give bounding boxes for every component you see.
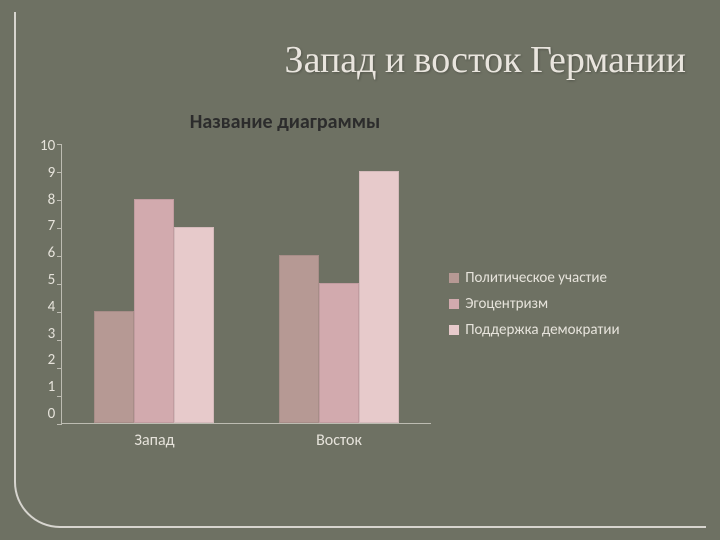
bar [319, 283, 359, 423]
y-tick [57, 312, 62, 313]
bar-groups [62, 144, 431, 423]
y-tick-label: 2 [48, 351, 56, 369]
legend-label: Эгоцентризм [465, 295, 548, 313]
bar [134, 199, 174, 423]
bar [174, 227, 214, 423]
y-tick [57, 424, 62, 425]
y-tick-label: 7 [48, 217, 56, 235]
y-tick-label: 10 [40, 137, 55, 155]
y-tick [57, 340, 62, 341]
y-tick [57, 144, 62, 145]
x-tick-label: Запад [62, 431, 247, 450]
legend: Политическое участие Эгоцентризм Поддержка… [449, 144, 619, 464]
y-tick-label: 8 [48, 191, 56, 209]
x-axis-labels: ЗападВосток [62, 431, 431, 450]
y-tick [57, 228, 62, 229]
y-tick [57, 172, 62, 173]
slide-title: Запад и восток Германии [285, 38, 686, 82]
legend-swatch [449, 325, 459, 335]
legend-item: Поддержка демократии [449, 321, 619, 339]
plot-area: ЗападВосток [61, 144, 431, 424]
legend-item: Политическое участие [449, 269, 619, 287]
x-tick-label: Восток [247, 431, 432, 450]
y-tick [57, 256, 62, 257]
y-axis: 109876543210 [40, 137, 61, 423]
chart-body: 109876543210 ЗападВосток Политическое уч… [40, 144, 680, 464]
bar [94, 311, 134, 423]
y-tick-label: 6 [48, 244, 56, 262]
chart-title: Название диаграммы [0, 110, 680, 134]
y-tick [57, 284, 62, 285]
bar [279, 255, 319, 423]
y-tick [57, 200, 62, 201]
legend-swatch [449, 299, 459, 309]
bar-group [62, 144, 247, 423]
y-tick-label: 0 [48, 405, 56, 423]
y-tick-label: 9 [48, 164, 56, 182]
bar [359, 171, 399, 423]
y-tick [57, 396, 62, 397]
y-tick [57, 368, 62, 369]
legend-label: Поддержка демократии [465, 321, 619, 339]
chart: Название диаграммы 109876543210 ЗападВос… [40, 110, 680, 510]
y-tick-label: 1 [48, 378, 56, 396]
y-tick-label: 4 [48, 298, 56, 316]
y-tick-label: 5 [48, 271, 56, 289]
legend-swatch [449, 273, 459, 283]
legend-item: Эгоцентризм [449, 295, 619, 313]
legend-label: Политическое участие [465, 269, 607, 287]
bar-group [247, 144, 432, 423]
y-tick-label: 3 [48, 325, 56, 343]
